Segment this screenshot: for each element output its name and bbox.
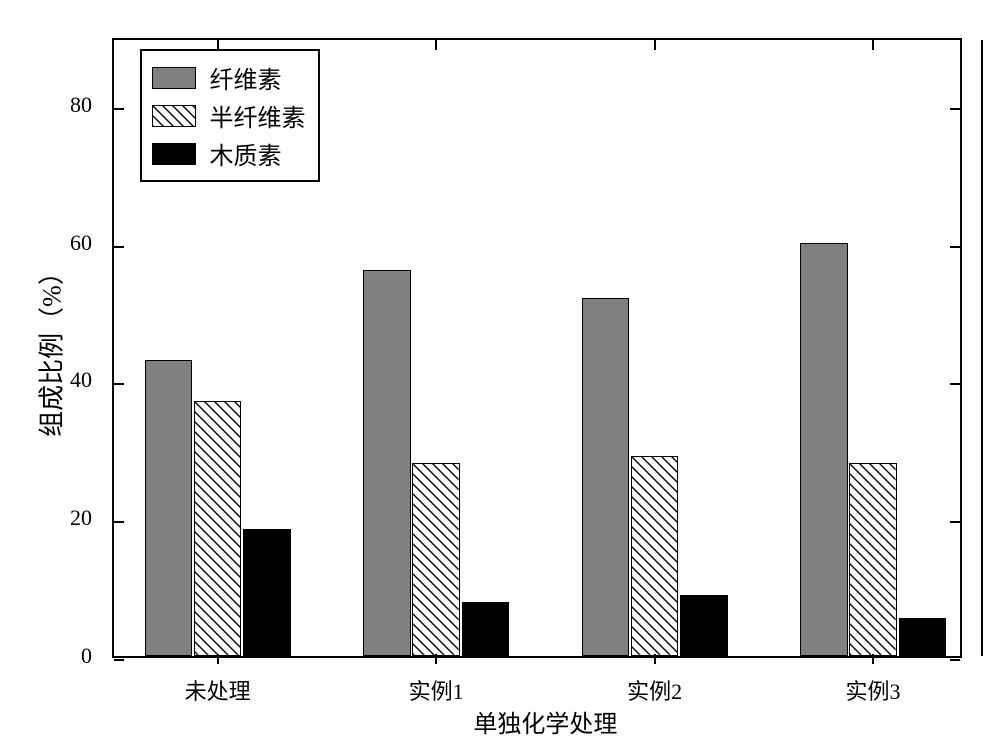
legend-swatch xyxy=(152,67,196,89)
legend-swatch xyxy=(152,143,196,165)
legend-swatch xyxy=(152,105,196,127)
chart-root: 组成比例（%） 纤维素半纤维素木质素 020406080未处理实例1实例2实例3… xyxy=(20,20,980,736)
y-tick-label: 60 xyxy=(70,230,114,256)
y-tick-label: 0 xyxy=(81,643,114,669)
panel-divider xyxy=(981,40,983,656)
y-axis-label: 组成比例（%） xyxy=(32,259,69,437)
y-tick-label: 80 xyxy=(70,92,114,118)
y-tick-label: 20 xyxy=(70,505,114,531)
bar xyxy=(849,463,897,656)
bar xyxy=(631,456,679,656)
bar xyxy=(194,401,242,656)
bar xyxy=(800,243,848,656)
panel-label: 单独化学处理 xyxy=(473,656,617,739)
bar xyxy=(899,618,947,656)
legend-label: 木质素 xyxy=(210,136,282,171)
bar xyxy=(412,463,460,656)
legend-item: 木质素 xyxy=(152,136,306,171)
legend-label: 半纤维素 xyxy=(210,98,306,133)
bar xyxy=(462,602,510,656)
y-tick-label: 40 xyxy=(70,367,114,393)
bar xyxy=(145,360,193,656)
bar xyxy=(243,529,291,656)
legend-label: 纤维素 xyxy=(210,60,282,95)
plot-area: 组成比例（%） 纤维素半纤维素木质素 020406080未处理实例1实例2实例3… xyxy=(112,38,962,658)
bar xyxy=(363,270,411,656)
legend: 纤维素半纤维素木质素 xyxy=(140,49,320,182)
bar xyxy=(680,595,728,656)
legend-item: 半纤维素 xyxy=(152,98,306,133)
legend-item: 纤维素 xyxy=(152,60,306,95)
bar xyxy=(582,298,630,656)
